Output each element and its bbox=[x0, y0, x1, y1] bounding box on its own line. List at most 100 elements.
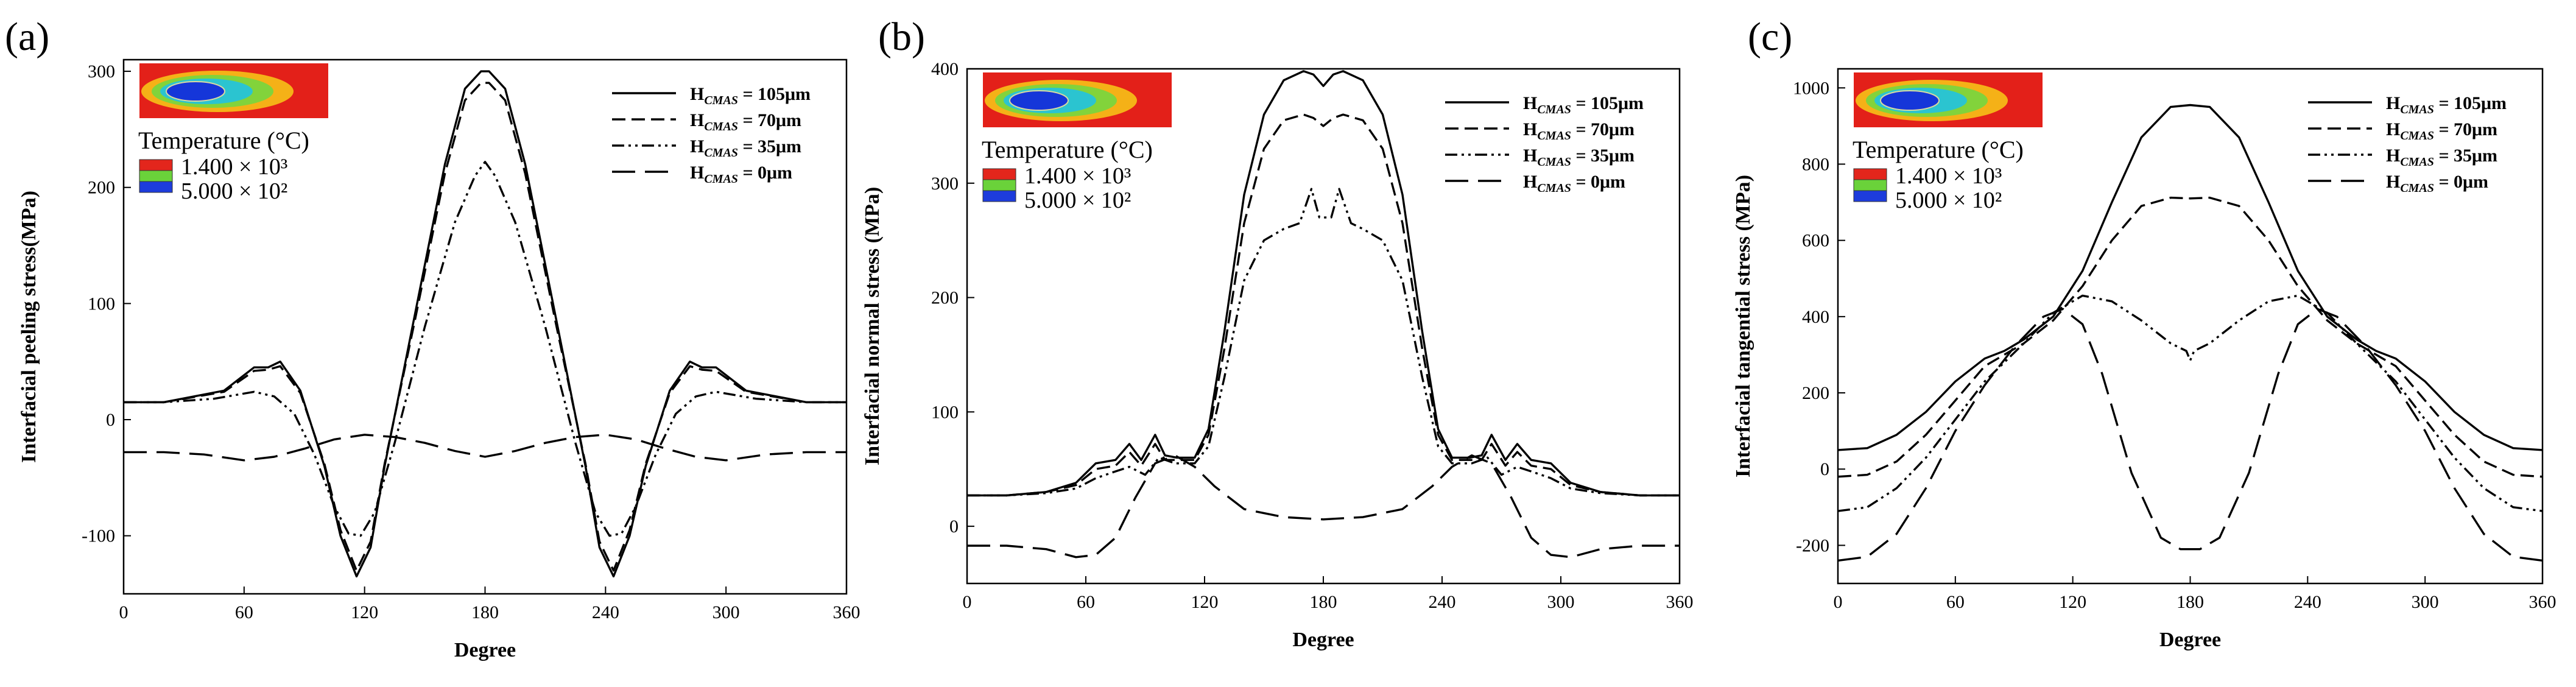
temperature-contour-inset bbox=[983, 72, 1172, 127]
x-tick-label: 300 bbox=[1547, 592, 1575, 612]
chart-svg: (a) 0 60 120 180 240 300 360 -100 0 100 200 300 Degr… bbox=[5, 15, 860, 661]
series-line-0 bbox=[967, 70, 1680, 497]
x-tick-label: 180 bbox=[2177, 592, 2204, 612]
y-tick-label: 300 bbox=[88, 62, 115, 82]
legend-label-1: HCMAS = 70μm bbox=[2386, 119, 2497, 143]
colorbar-swatch bbox=[982, 190, 1016, 202]
chart-panel-a: (a) 0 60 120 180 240 300 360 -100 0 100 200 300 Degr… bbox=[0, 0, 860, 687]
legend-label-0: HCMAS = 105μm bbox=[690, 84, 811, 107]
y-tick-label: 300 bbox=[931, 174, 959, 194]
legend-label-3: HCMAS = 0μm bbox=[2386, 172, 2488, 195]
legend-label-1: HCMAS = 70μm bbox=[1523, 119, 1635, 143]
x-tick-label: 120 bbox=[2059, 592, 2086, 612]
x-tick-label: 360 bbox=[1666, 592, 1694, 612]
inset-title: Temperature (°C) bbox=[982, 136, 1153, 163]
colorbar-max-label: 1.400 × 10³ bbox=[1895, 163, 2002, 189]
x-axis-label: Degree bbox=[454, 639, 516, 661]
panel-label: (c) bbox=[1748, 15, 1792, 59]
legend-label-2: HCMAS = 35μm bbox=[1523, 146, 1635, 169]
y-tick-label: -100 bbox=[82, 526, 115, 546]
contour-core bbox=[1880, 90, 1940, 111]
y-tick-label: 400 bbox=[1802, 307, 1829, 327]
x-tick-label: 360 bbox=[833, 602, 860, 622]
y-tick-label: -200 bbox=[1796, 535, 1829, 555]
colorbar-swatch bbox=[1853, 168, 1887, 180]
temperature-contour-inset bbox=[1854, 72, 2043, 127]
panel-label: (a) bbox=[5, 15, 49, 59]
panel-label: (b) bbox=[878, 15, 925, 59]
x-tick-label: 0 bbox=[963, 592, 972, 612]
legend-label-3: HCMAS = 0μm bbox=[1523, 172, 1625, 195]
inset-title: Temperature (°C) bbox=[1853, 136, 2024, 163]
y-axis-label: Interfacial peeling stress(MPa) bbox=[18, 191, 40, 463]
x-tick-label: 300 bbox=[2412, 592, 2439, 612]
series-line-0 bbox=[124, 70, 846, 578]
y-tick-label: 100 bbox=[88, 294, 115, 314]
y-tick-label: 600 bbox=[1802, 231, 1829, 251]
series-line-3 bbox=[967, 454, 1680, 558]
series-line-3 bbox=[124, 434, 846, 462]
x-tick-label: 240 bbox=[1429, 592, 1456, 612]
y-axis-label: Interfacial normal stress (MPa) bbox=[861, 187, 884, 465]
colorbar-min-label: 5.000 × 10² bbox=[1024, 188, 1131, 213]
colorbar-swatch bbox=[1853, 190, 1887, 202]
x-tick-label: 300 bbox=[713, 602, 740, 622]
series-line-0 bbox=[1837, 104, 2543, 451]
y-tick-label: 1000 bbox=[1793, 78, 1829, 98]
series-line-2 bbox=[967, 188, 1680, 497]
y-tick-label: 200 bbox=[88, 178, 115, 198]
x-tick-label: 60 bbox=[1946, 592, 1965, 612]
x-tick-label: 120 bbox=[351, 602, 378, 622]
y-tick-label: 200 bbox=[1802, 383, 1829, 403]
y-tick-label: 400 bbox=[931, 59, 959, 79]
legend-label-0: HCMAS = 105μm bbox=[2386, 93, 2507, 116]
y-tick-label: 0 bbox=[1820, 459, 1829, 479]
chart-panel-b: (b) 0 60 120 180 240 300 360 0 100 200 300 400 Degre… bbox=[0, 0, 1694, 687]
legend-label-0: HCMAS = 105μm bbox=[1523, 93, 1644, 116]
y-tick-label: 100 bbox=[931, 402, 959, 422]
x-tick-label: 120 bbox=[1191, 592, 1219, 612]
series-line-1 bbox=[967, 113, 1680, 497]
x-tick-label: 60 bbox=[235, 602, 253, 622]
contour-core bbox=[1009, 90, 1069, 111]
legend-label-2: HCMAS = 35μm bbox=[690, 136, 801, 160]
x-axis-label: Degree bbox=[2159, 629, 2221, 651]
x-tick-label: 0 bbox=[119, 602, 128, 622]
colorbar-min-label: 5.000 × 10² bbox=[1895, 188, 2002, 213]
series-line-2 bbox=[1837, 294, 2543, 512]
colorbar bbox=[1853, 168, 1887, 202]
x-tick-label: 60 bbox=[1077, 592, 1095, 612]
colorbar-swatch bbox=[1853, 179, 1887, 191]
colorbar-max-label: 1.400 × 10³ bbox=[1024, 163, 1131, 189]
legend-label-2: HCMAS = 35μm bbox=[2386, 146, 2497, 169]
x-tick-label: 360 bbox=[2529, 592, 2557, 612]
inset-title: Temperature (°C) bbox=[138, 127, 309, 154]
y-tick-label: 0 bbox=[949, 516, 959, 537]
colorbar bbox=[139, 159, 173, 193]
colorbar-min-label: 5.000 × 10² bbox=[181, 178, 287, 204]
y-tick-label: 0 bbox=[106, 410, 115, 430]
x-tick-label: 180 bbox=[1310, 592, 1337, 612]
contour-core bbox=[166, 81, 225, 102]
legend-label-3: HCMAS = 0μm bbox=[690, 163, 792, 186]
x-tick-label: 180 bbox=[471, 602, 499, 622]
x-tick-label: 0 bbox=[1834, 592, 1843, 612]
colorbar bbox=[982, 168, 1016, 202]
legend-label-1: HCMAS = 70μm bbox=[690, 110, 801, 133]
y-tick-label: 800 bbox=[1802, 154, 1829, 174]
series-line-1 bbox=[1837, 196, 2543, 478]
y-tick-label: 200 bbox=[931, 288, 959, 308]
x-tick-label: 240 bbox=[592, 602, 619, 622]
series-line-2 bbox=[124, 161, 846, 537]
series-line-1 bbox=[124, 82, 846, 572]
colorbar-swatch bbox=[139, 181, 173, 193]
colorbar-max-label: 1.400 × 10³ bbox=[181, 154, 287, 180]
x-tick-label: 240 bbox=[2294, 592, 2321, 612]
temperature-contour-inset bbox=[139, 63, 328, 118]
x-axis-label: Degree bbox=[1292, 629, 1354, 651]
y-axis-label: Interfacial tangential stress (MPa) bbox=[1732, 175, 1754, 477]
series-line-3 bbox=[1837, 308, 2543, 562]
